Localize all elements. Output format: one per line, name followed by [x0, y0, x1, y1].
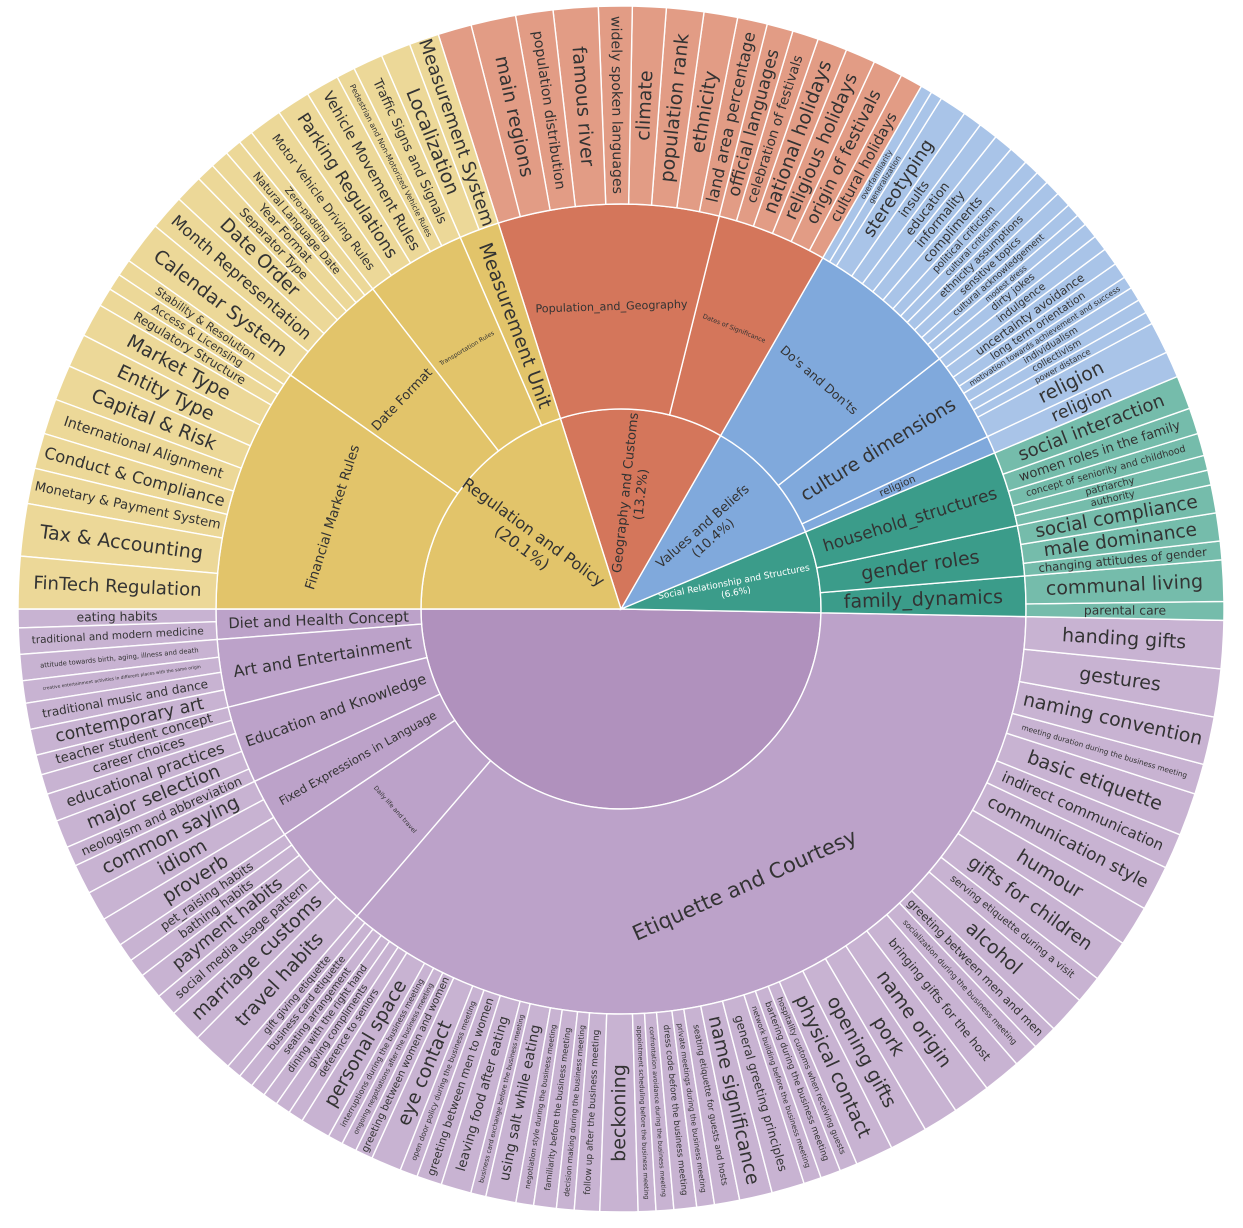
wedge-personal-choices-and-habits-etiquette-and-courtesy-beckoning[interactable]	[599, 1013, 639, 1213]
wedge-regulation-and-policy-financial-market-rules-fintech-regulation[interactable]	[17, 555, 219, 610]
wedge-social-relationship-and-structures-family-dynamics-parental-care[interactable]	[1025, 600, 1225, 622]
